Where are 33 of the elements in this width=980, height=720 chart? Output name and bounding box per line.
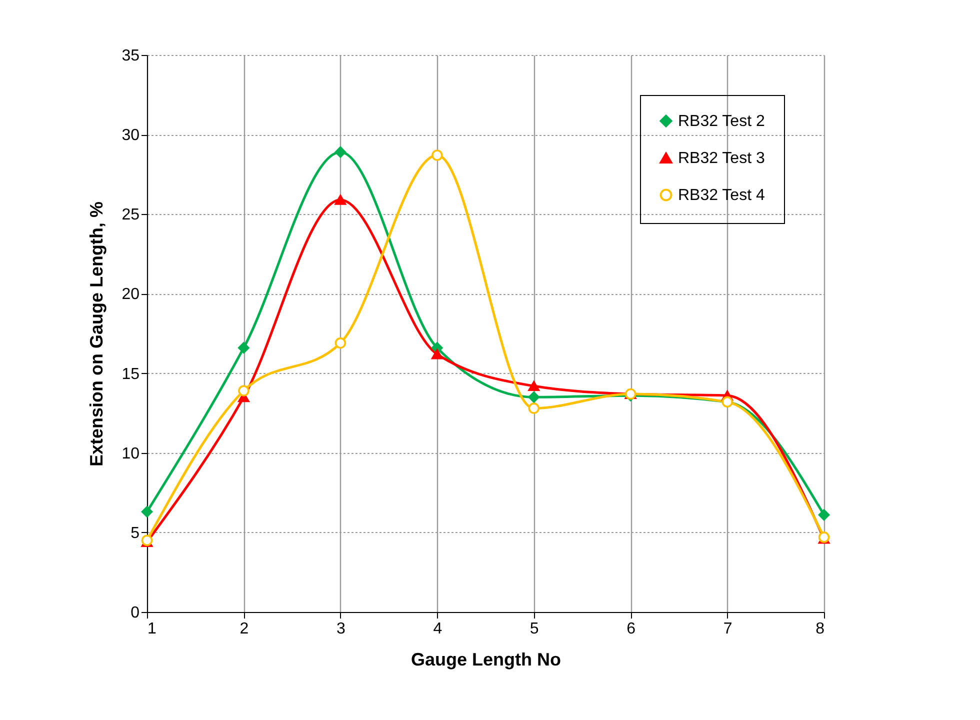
legend-label: RB32 Test 4 [678,187,765,204]
x-axis-title: Gauge Length No [411,650,561,670]
point [818,509,830,521]
point [432,349,443,360]
x-tick-label: 1 [148,620,156,638]
y-tick-label: 25 [122,206,140,224]
x-tick-label: 8 [816,620,825,638]
y-tick-label: 10 [122,445,140,462]
y-tick-label: 15 [122,366,140,383]
y-tick-label: 0 [130,604,140,622]
point [528,402,540,414]
point [238,342,250,354]
legend-label: RB32 Test 3 [678,150,765,167]
point [528,392,540,403]
x-tick-label: 2 [240,620,249,638]
x-tick-label: 5 [530,620,539,638]
x-tick-label: 3 [336,620,346,638]
y-tick-label: 35 [122,48,140,64]
x-tick-label: 6 [626,620,636,638]
point [334,146,346,158]
x-tick-label: 7 [723,620,732,638]
point [141,506,153,518]
point [528,381,540,392]
x-tick-label: 4 [433,620,442,638]
y-tick-label: 20 [122,286,140,304]
point [432,150,443,161]
y-tick-label: 30 [122,127,140,144]
legend-label: RB32 Test 2 [678,113,765,130]
point [334,337,346,349]
point [238,385,250,396]
point [334,194,346,205]
y-tick-label: 5 [130,524,140,542]
y-axis-title: Extension on Gauge Length, % [86,201,107,467]
